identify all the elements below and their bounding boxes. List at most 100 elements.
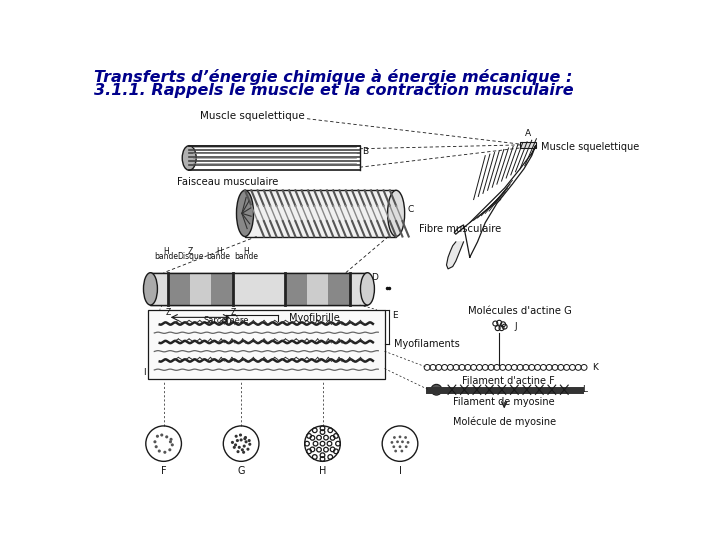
Circle shape [245, 440, 248, 443]
Text: bande: bande [154, 252, 178, 261]
Bar [148, 309, 384, 379]
Circle shape [248, 443, 251, 446]
Circle shape [240, 448, 244, 451]
Circle shape [235, 435, 238, 438]
Circle shape [404, 436, 407, 439]
Text: Myofibrille: Myofibrille [289, 313, 340, 323]
Ellipse shape [236, 190, 253, 237]
Circle shape [243, 437, 246, 440]
Circle shape [223, 426, 259, 461]
Text: B: B [362, 147, 368, 156]
Circle shape [248, 439, 251, 442]
Circle shape [145, 426, 181, 461]
Bar [520, 142, 536, 148]
Bar [150, 273, 168, 305]
Text: H: H [243, 247, 249, 255]
Text: K: K [593, 363, 598, 372]
Circle shape [396, 441, 399, 443]
Text: Molécules d'actine G: Molécules d'actine G [468, 306, 572, 316]
Circle shape [382, 426, 418, 461]
Circle shape [399, 435, 401, 438]
Text: Filament d'actine F: Filament d'actine F [462, 376, 555, 386]
Text: G: G [238, 466, 245, 476]
Circle shape [240, 438, 243, 442]
Ellipse shape [361, 273, 374, 305]
Circle shape [161, 434, 163, 436]
Bar [211, 273, 233, 305]
Circle shape [236, 439, 239, 442]
Text: E: E [392, 311, 398, 320]
Text: J: J [515, 322, 518, 331]
Text: H: H [319, 466, 326, 476]
Bar [328, 273, 350, 305]
Text: A: A [525, 129, 531, 138]
Circle shape [239, 434, 242, 436]
Bar [189, 273, 211, 305]
Circle shape [158, 449, 161, 453]
Bar [350, 273, 367, 305]
Circle shape [243, 444, 246, 448]
Text: L: L [582, 385, 587, 394]
Circle shape [231, 441, 234, 444]
Circle shape [156, 435, 159, 438]
Circle shape [395, 450, 397, 453]
Text: Myofilaments: Myofilaments [394, 339, 459, 349]
Circle shape [400, 450, 403, 453]
Text: Z: Z [165, 308, 171, 317]
Text: Faisceau musculaire: Faisceau musculaire [177, 177, 279, 187]
Text: Muscle squelettique: Muscle squelettique [541, 142, 639, 152]
Bar [150, 273, 367, 305]
Bar [168, 273, 189, 305]
Circle shape [305, 426, 341, 461]
Text: bande: bande [235, 252, 258, 261]
Text: H: H [163, 247, 168, 255]
Bar [245, 190, 396, 237]
Ellipse shape [182, 146, 196, 170]
Circle shape [171, 443, 174, 447]
Circle shape [431, 384, 442, 395]
Circle shape [163, 451, 166, 454]
Text: Molécule de myosine: Molécule de myosine [453, 417, 556, 427]
Text: H: H [216, 247, 222, 255]
Circle shape [236, 450, 240, 453]
Circle shape [399, 446, 401, 448]
Text: I: I [143, 368, 145, 377]
Circle shape [407, 441, 410, 444]
Polygon shape [446, 242, 464, 269]
Text: Filament de myosine: Filament de myosine [454, 397, 555, 407]
Bar [150, 273, 367, 305]
Bar [307, 273, 328, 305]
Text: 3.1.1. Rappels le muscle et la contraction musculaire: 3.1.1. Rappels le muscle et la contracti… [94, 83, 574, 98]
Circle shape [169, 438, 173, 441]
Circle shape [392, 446, 395, 448]
Circle shape [244, 436, 247, 439]
Text: C: C [408, 205, 414, 214]
Text: Disque: Disque [178, 252, 204, 261]
Circle shape [242, 451, 245, 454]
Ellipse shape [387, 190, 405, 237]
Text: I: I [399, 466, 402, 476]
Text: Transferts d’énergie chimique à énergie mécanique :: Transferts d’énergie chimique à énergie … [94, 69, 572, 85]
Text: bande: bande [207, 252, 230, 261]
Circle shape [234, 443, 237, 447]
Text: F: F [161, 466, 166, 476]
Text: Muscle squelettique: Muscle squelettique [200, 111, 305, 122]
Bar [233, 273, 259, 305]
Bar [259, 273, 285, 305]
Circle shape [153, 440, 156, 443]
Circle shape [165, 435, 168, 438]
Circle shape [393, 436, 396, 439]
Text: Z: Z [230, 308, 235, 317]
Circle shape [155, 445, 158, 448]
Ellipse shape [143, 273, 158, 305]
Circle shape [405, 446, 408, 448]
Text: D: D [372, 273, 378, 282]
Circle shape [390, 441, 393, 444]
Circle shape [168, 448, 171, 451]
Circle shape [401, 441, 404, 443]
Circle shape [238, 446, 240, 449]
Circle shape [233, 446, 236, 449]
Circle shape [246, 448, 250, 451]
Circle shape [169, 440, 172, 443]
Bar [285, 273, 307, 305]
